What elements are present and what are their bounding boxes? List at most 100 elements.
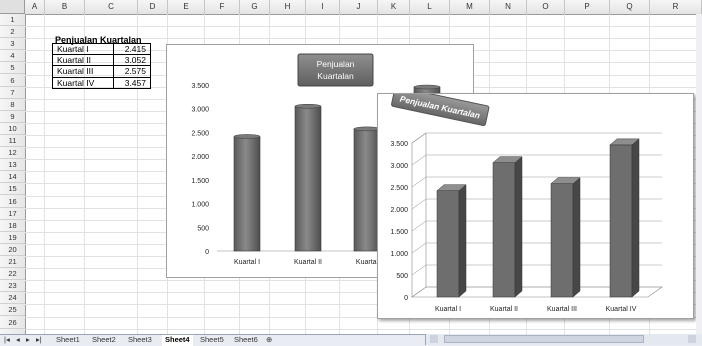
column-header-d[interactable]: D [138, 0, 168, 14]
table-row: Kuartal I 2.415 [52, 42, 151, 56]
row-header-10[interactable]: 10 [0, 123, 25, 135]
grid-line [25, 26, 702, 28]
bar3d-front-2[interactable] [492, 162, 516, 298]
row-label[interactable]: Kuartal IV [52, 76, 114, 89]
row-header-6[interactable]: 6 [0, 75, 25, 87]
row-value[interactable]: 2.415 [113, 42, 151, 56]
tab-sheet3[interactable]: Sheet3 [128, 335, 152, 344]
row-header-12[interactable]: 12 [0, 147, 25, 160]
column-header-c[interactable]: C [85, 0, 138, 14]
tab-sheet1[interactable]: Sheet1 [56, 335, 80, 344]
bar-top-1 [233, 134, 261, 139]
column-header-e[interactable]: E [168, 0, 205, 14]
row-header-7[interactable]: 7 [0, 87, 25, 99]
bar3d-top-4 [609, 138, 640, 146]
insert-sheet-icon[interactable]: ⊕ [266, 335, 273, 344]
y-tick-label: 3.500 [390, 141, 408, 148]
row-header-20[interactable]: 20 [0, 244, 25, 256]
column-header-q[interactable]: Q [610, 0, 650, 14]
row-header-25[interactable]: 25 [0, 304, 25, 317]
row-header-4[interactable]: 4 [0, 50, 25, 63]
grid-line [137, 14, 138, 334]
scroll-left-icon[interactable] [430, 335, 438, 343]
bar3d-top-2 [492, 156, 523, 163]
row-value[interactable]: 3.052 [113, 54, 151, 67]
row-value[interactable]: 3.457 [113, 76, 151, 89]
bar-1[interactable] [233, 136, 261, 252]
row-header-14[interactable]: 14 [0, 171, 25, 184]
column-header-j[interactable]: J [340, 0, 378, 14]
row-header-15[interactable]: 15 [0, 183, 25, 196]
y-tick-label: 500 [197, 225, 209, 232]
x-tick-label: Kuartal II [490, 306, 518, 313]
row-header-8[interactable]: 8 [0, 99, 25, 111]
table-title: Penjualan Kuartalan [55, 35, 142, 45]
column-header-p[interactable]: P [565, 0, 610, 14]
tab-sheet4[interactable]: Sheet4 [162, 335, 193, 346]
y-tick-label: 0 [205, 249, 209, 256]
bar-top-2 [294, 103, 322, 109]
horizontal-scrollbar[interactable] [425, 334, 702, 345]
column-header-r[interactable]: R [650, 0, 702, 14]
chart-title-line1: Penjualan [317, 59, 355, 69]
bar3d-front-3[interactable] [550, 183, 574, 298]
tab-sheet6[interactable]: Sheet6 [234, 335, 258, 344]
depth-gridline [411, 154, 427, 166]
column-header-n[interactable]: N [490, 0, 527, 14]
data-table: Kuartal I 2.415 Kuartal II 3.052 Kuartal I… [52, 42, 151, 89]
grid-line [25, 38, 702, 40]
row-header-2[interactable]: 2 [0, 26, 25, 39]
table-row: Kuartal II 3.052 [52, 54, 151, 67]
bar-2[interactable] [294, 105, 322, 252]
row-header-3[interactable]: 3 [0, 38, 25, 51]
row-value[interactable]: 2.575 [113, 65, 151, 78]
chart-3d-bar[interactable]: Penjualan Kuartalan 0 500 1.000 1.500 2.000 2… [377, 86, 694, 319]
y-tick-label: 3.000 [191, 107, 209, 114]
row-header-24[interactable]: 24 [0, 292, 25, 305]
column-header-b[interactable]: B [45, 0, 85, 14]
first-sheet-nav-icon[interactable]: |◂ [4, 335, 10, 344]
last-sheet-nav-icon[interactable]: ▸| [36, 335, 42, 344]
column-header-i[interactable]: I [306, 0, 340, 14]
column-header-o[interactable]: O [527, 0, 565, 14]
column-header-m[interactable]: M [450, 0, 490, 14]
scroll-thumb[interactable] [444, 335, 644, 343]
row-header-17[interactable]: 17 [0, 208, 25, 220]
bar3d-side-3 [572, 177, 581, 298]
y-tick-label: 500 [396, 273, 408, 280]
column-header-g[interactable]: G [240, 0, 270, 14]
tab-sheet5[interactable]: Sheet5 [200, 335, 224, 344]
row-header-16[interactable]: 16 [0, 196, 25, 208]
row-header-5[interactable]: 5 [0, 62, 25, 75]
depth-gridline [411, 286, 427, 298]
select-all-corner[interactable] [0, 0, 25, 14]
row-header-26[interactable]: 26 [0, 317, 25, 329]
bar3d-front-1[interactable] [436, 190, 460, 298]
prev-sheet-nav-icon[interactable]: ◂ [16, 335, 20, 344]
row-header-23[interactable]: 23 [0, 280, 25, 293]
row-label[interactable]: Kuartal I [52, 42, 114, 56]
row-header-9[interactable]: 9 [0, 111, 25, 123]
row-label[interactable]: Kuartal III [52, 65, 114, 78]
x-tick-label: Kuartal [356, 259, 379, 266]
row-label[interactable]: Kuartal II [52, 54, 114, 67]
row-header-bar: 1 2 3 4 5 6 7 8 9 10 11 12 13 14 15 16 17 18 19 20 21 22 23 24 2… [0, 14, 26, 334]
row-header-18[interactable]: 18 [0, 220, 25, 232]
row-header-19[interactable]: 19 [0, 232, 25, 244]
row-header-1[interactable]: 1 [0, 14, 25, 26]
row-header-11[interactable]: 11 [0, 135, 25, 147]
row-header-22[interactable]: 22 [0, 268, 25, 281]
row-header-21[interactable]: 21 [0, 256, 25, 268]
tab-sheet2[interactable]: Sheet2 [92, 335, 116, 344]
bar3d-front-4[interactable] [609, 144, 633, 298]
row-header-13[interactable]: 13 [0, 159, 25, 172]
column-header-f[interactable]: F [205, 0, 240, 14]
column-header-a[interactable]: A [25, 0, 45, 14]
vertical-scrollbar[interactable] [696, 14, 702, 334]
scroll-right-icon[interactable] [688, 335, 696, 343]
column-header-l[interactable]: L [410, 0, 450, 14]
x-tick-label: Kuartal IV [606, 306, 637, 313]
column-header-h[interactable]: H [270, 0, 306, 14]
column-header-k[interactable]: K [378, 0, 410, 14]
next-sheet-nav-icon[interactable]: ▸ [26, 335, 30, 344]
